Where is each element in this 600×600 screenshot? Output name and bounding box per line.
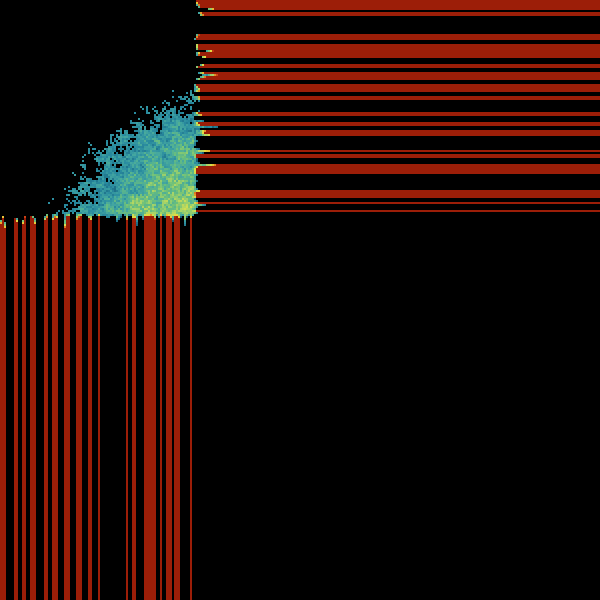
- false-colour-intensity-heatmap: [0, 0, 600, 600]
- image-viewport: [0, 0, 600, 600]
